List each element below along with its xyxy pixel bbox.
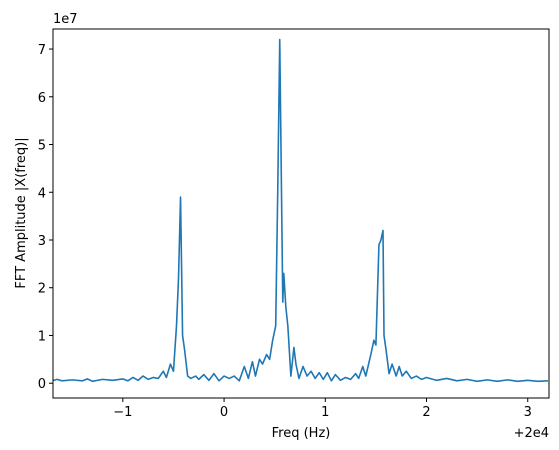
y-tick-label: 6 <box>38 91 46 106</box>
x-axis-label: Freq (Hz) <box>272 426 331 441</box>
y-axis-label: FFT Amplitude |X(freq)| <box>14 137 29 288</box>
x-tick-label: −1 <box>113 405 132 420</box>
y-offset-label: 1e7 <box>53 12 78 27</box>
x-tick-label: 3 <box>524 405 532 420</box>
plot-area <box>53 38 549 383</box>
y-tick-label: 5 <box>38 139 46 154</box>
x-offset-label: +2e4 <box>514 426 549 441</box>
axes-frame <box>52 28 550 399</box>
y-tick-label: 7 <box>38 43 46 58</box>
y-tick-label: 4 <box>38 186 46 201</box>
y-tick-label: 0 <box>38 377 46 392</box>
x-tick-label: 2 <box>422 405 430 420</box>
fft-line <box>53 38 549 383</box>
y-tick-label: 1 <box>38 329 46 344</box>
y-tick-label: 3 <box>38 234 46 249</box>
x-tick-label: 1 <box>321 405 329 420</box>
x-tick-label: 0 <box>220 405 228 420</box>
y-tick-label: 2 <box>38 282 46 297</box>
